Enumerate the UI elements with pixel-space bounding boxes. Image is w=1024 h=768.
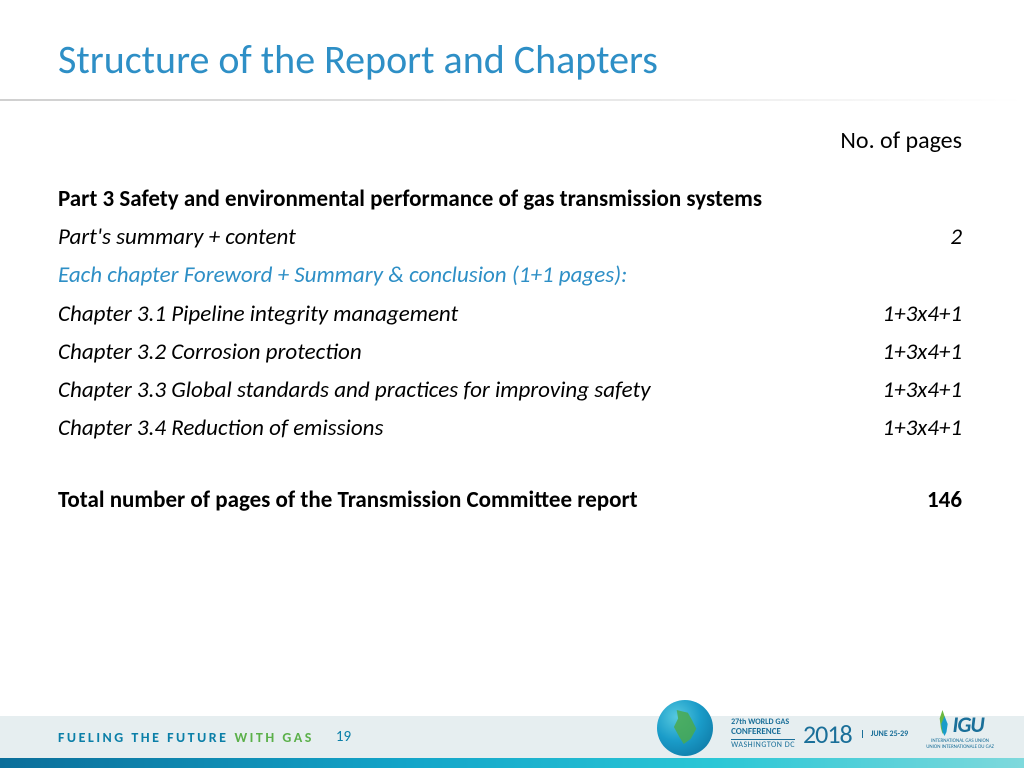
title-underline [0,99,1024,101]
total-row: Total number of pages of the Transmissio… [58,484,962,516]
part-heading: Part 3 Safety and environmental performa… [58,183,962,215]
conference-line2: CONFERENCE [731,727,795,737]
slide-footer: FUELING THE FUTURE WITH GAS 19 27th WORL… [0,688,1024,768]
chapter-label: Chapter 3.3 Global standards and practic… [58,374,882,406]
igu-text: IGU [952,711,983,738]
chapter-value: 1+3x4+1 [882,298,962,330]
footer-gradient-bar [0,758,1024,768]
pages-column-header: No. of pages [58,126,962,155]
chapter-label: Chapter 3.1 Pipeline integrity managemen… [58,298,882,330]
chapter-row: Chapter 3.1 Pipeline integrity managemen… [58,298,962,330]
content-area: No. of pages Part 3 Safety and environme… [0,126,1024,517]
conference-text: 27th WORLD GAS CONFERENCE WASHINGTON DC [731,718,795,749]
summary-label: Part's summary + content [58,221,950,253]
slide-title: Structure of the Report and Chapters [0,0,1024,99]
tagline-part-b: WITH GAS [234,729,313,746]
foreword-note-row: Each chapter Foreword + Summary & conclu… [58,259,962,291]
globe-icon [657,700,713,756]
part-heading-row: Part 3 Safety and environmental performa… [58,183,962,215]
tagline-part-a: FUELING THE FUTURE [58,729,228,746]
footer-logos: 27th WORLD GAS CONFERENCE WASHINGTON DC … [657,700,994,756]
summary-row: Part's summary + content 2 [58,221,962,253]
foreword-note: Each chapter Foreword + Summary & conclu… [58,259,962,291]
chapter-label: Chapter 3.2 Corrosion protection [58,336,882,368]
summary-value: 2 [950,221,962,253]
conference-year: 2018 [803,718,852,750]
igu-subtitle-2: UNION INTERNATIONALE DU GAZ [926,745,994,750]
conference-line3: WASHINGTON DC [731,739,795,750]
chapter-row: Chapter 3.2 Corrosion protection 1+3x4+1 [58,336,962,368]
conference-date: JUNE 25-29 [871,730,909,739]
chapter-label: Chapter 3.4 Reduction of emissions [58,412,882,444]
igu-logo: IGU INTERNATIONAL GAS UNION UNION INTERN… [926,710,994,756]
total-value: 146 [927,484,962,516]
chapter-value: 1+3x4+1 [882,336,962,368]
conference-date-block: JUNE 25-29 [862,730,909,739]
total-label: Total number of pages of the Transmissio… [58,484,927,516]
conference-logo: 27th WORLD GAS CONFERENCE WASHINGTON DC … [731,718,908,756]
igu-logo-top: IGU [936,710,983,738]
chapter-value: 1+3x4+1 [882,374,962,406]
page-number: 19 [336,728,351,746]
flame-icon [936,710,950,738]
chapter-row: Chapter 3.3 Global standards and practic… [58,374,962,406]
chapter-row: Chapter 3.4 Reduction of emissions 1+3x4… [58,412,962,444]
chapter-value: 1+3x4+1 [882,412,962,444]
